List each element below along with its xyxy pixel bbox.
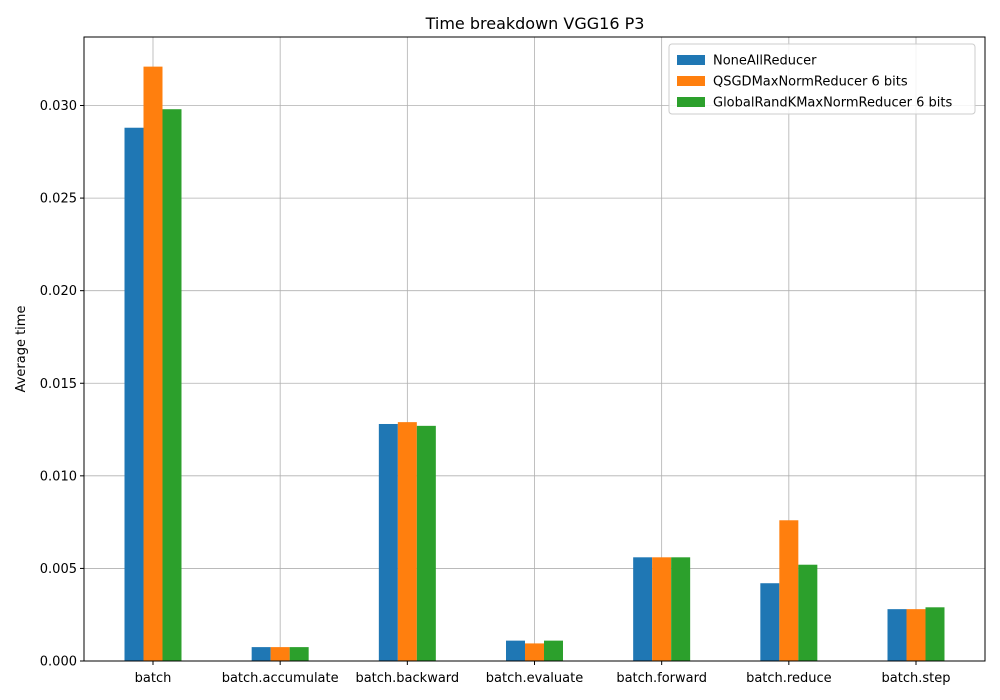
x-tick-label: batch.evaluate (486, 671, 583, 686)
bar-0-5 (760, 583, 780, 661)
bar-1-1 (270, 647, 290, 661)
axes (80, 36, 986, 665)
bar-2-0 (162, 109, 182, 662)
y-tick-label: 0.010 (40, 469, 77, 484)
y-tick-label: 0.025 (40, 192, 77, 207)
bar-2-2 (416, 425, 436, 661)
legend-label: QSGDMaxNormReducer 6 bits (713, 75, 908, 90)
y-axis-label: Average time (14, 306, 29, 393)
bar-0-0 (124, 127, 144, 661)
y-tick-label: 0.030 (40, 99, 77, 114)
y-tick-label: 0.020 (40, 284, 77, 299)
bar-0-4 (633, 557, 653, 661)
legend-swatch (677, 97, 705, 107)
bar-2-6 (925, 607, 945, 661)
bar-0-3 (506, 640, 525, 661)
tick-labels: 0.000 0.005 0.010 0.015 0.020 0.025 0.030 batch… (40, 99, 951, 686)
bar-1-5 (779, 520, 799, 661)
bars (124, 66, 945, 662)
bar-0-1 (251, 647, 271, 661)
grid-lines (84, 37, 985, 662)
bar-1-3 (525, 643, 544, 661)
legend-label: GlobalRandKMaxNormReducer 6 bits (713, 96, 952, 111)
bar-2-4 (671, 557, 691, 661)
legend-swatch (677, 76, 705, 86)
legend-label: NoneAllReducer (713, 54, 817, 69)
bar-2-5 (798, 564, 818, 661)
x-tick-label: batch.step (882, 671, 951, 686)
legend-swatch (677, 55, 705, 65)
bar-1-0 (143, 66, 163, 662)
bar-2-3 (544, 640, 563, 661)
bar-1-4 (652, 557, 672, 661)
y-tick-label: 0.015 (40, 377, 77, 392)
y-tick-label: 0.005 (40, 562, 77, 577)
x-tick-label: batch.backward (355, 671, 459, 686)
bar-0-6 (887, 609, 907, 661)
y-tick-label: 0.000 (40, 655, 77, 670)
bar-2-1 (289, 647, 309, 661)
x-tick-label: batch.accumulate (222, 671, 339, 686)
x-tick-label: batch.forward (616, 671, 707, 686)
bar-0-2 (378, 423, 398, 661)
legend: NoneAllReducer QSGDMaxNormReducer 6 bits G… (668, 43, 976, 115)
x-tick-label: batch.reduce (746, 671, 832, 686)
chart-title: Time breakdown VGG16 P3 (425, 14, 645, 33)
bar-1-2 (397, 422, 417, 661)
x-tick-label: batch (135, 671, 172, 686)
legend-box (668, 43, 976, 115)
bar-1-6 (906, 609, 926, 661)
